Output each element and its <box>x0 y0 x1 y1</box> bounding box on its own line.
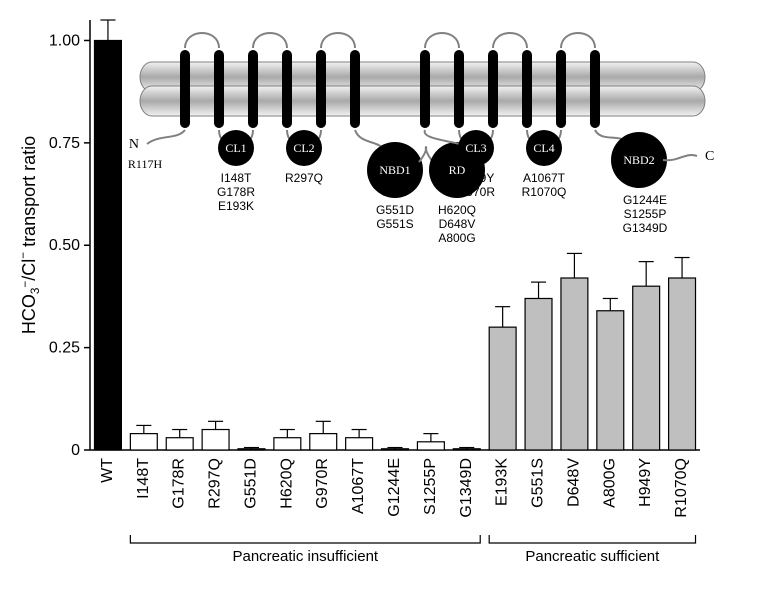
bar-label: H620Q <box>278 458 295 509</box>
mutation-label: R297Q <box>285 171 323 185</box>
y-tick-label: 0 <box>71 442 80 459</box>
tm-helix <box>488 50 498 128</box>
tm-helix <box>420 50 430 128</box>
domain-circle-label: CL1 <box>225 141 246 155</box>
bar <box>633 286 660 450</box>
group-label: Pancreatic sufficient <box>525 548 660 565</box>
bar-label: D648V <box>565 458 582 507</box>
mutation-label: E193K <box>218 199 254 213</box>
bar-label: E193K <box>494 458 511 506</box>
bar <box>310 434 337 450</box>
bar-label: G970R <box>314 458 331 509</box>
domain-circle-label: CL4 <box>533 141 554 155</box>
protein-diagram: N R117H CL1 I148TG178RE193K CL2 R297Q NBD1 G551… <box>128 33 714 245</box>
c-terminus <box>663 155 697 160</box>
y-tick-label: 1.00 <box>49 32 80 49</box>
mutation-label: G551D <box>376 203 414 217</box>
bar-label: I148T <box>135 458 152 499</box>
tm-helix <box>556 50 566 128</box>
mutation-label: G1349D <box>623 221 668 235</box>
mutation-label: H949Y <box>458 171 495 185</box>
mutation-label: I148T <box>221 171 252 185</box>
bar-label: S1255P <box>422 458 439 515</box>
tm-helix <box>214 50 224 128</box>
extracellular-loop <box>321 33 355 48</box>
mutation-label: G1244E <box>623 193 667 207</box>
bar <box>489 327 516 450</box>
tm-helix <box>282 50 292 128</box>
extracellular-loop <box>561 33 595 48</box>
bar-label: G1349D <box>458 458 475 518</box>
mutation-label: H620Q <box>438 203 476 217</box>
bar <box>561 278 588 450</box>
bar-label: H949Y <box>637 458 654 507</box>
tm-helix <box>316 50 326 128</box>
mutation-label: G551S <box>376 217 413 231</box>
mutation-label: R1070Q <box>522 185 567 199</box>
bar-label: G1244E <box>386 458 403 517</box>
group-bracket <box>489 535 695 543</box>
bar <box>382 449 409 450</box>
y-axis-label: HCO3−/Cl− transport ratio <box>17 136 42 334</box>
bar <box>166 438 193 450</box>
tm-helix <box>590 50 600 128</box>
mutation-label: A800G <box>438 231 475 245</box>
domain-circle-label: CL3 <box>465 141 486 155</box>
domain-circle-label: NBD2 <box>623 153 654 167</box>
extracellular-loop <box>425 33 459 48</box>
tm-helix <box>522 50 532 128</box>
tm-helix <box>248 50 258 128</box>
bar-label: G551D <box>242 458 259 509</box>
n-label: N <box>129 137 139 152</box>
tm-helix <box>350 50 360 128</box>
bar <box>417 442 444 450</box>
domain-circle-label: NBD1 <box>379 163 410 177</box>
bar <box>597 311 624 450</box>
tm-helix <box>454 50 464 128</box>
bar-label: G178R <box>171 458 188 509</box>
extracellular-loop <box>493 33 527 48</box>
mutation-label: A1067T <box>523 171 566 185</box>
domain-circle-label: CL2 <box>293 141 314 155</box>
bar <box>130 434 157 450</box>
mutation-label: S1255P <box>624 207 667 221</box>
bar <box>202 430 229 450</box>
extracellular-loop <box>185 33 219 48</box>
bar-label: A1067T <box>350 458 367 514</box>
r117h-label: R117H <box>128 157 163 171</box>
y-tick-label: 0.75 <box>49 135 80 152</box>
tm-helix <box>180 50 190 128</box>
group-label: Pancreatic insufficient <box>232 548 378 565</box>
bar <box>669 278 696 450</box>
bar <box>346 438 373 450</box>
bar <box>94 40 121 450</box>
bar-label: A800G <box>601 458 618 508</box>
linker <box>419 147 433 162</box>
bar <box>274 438 301 450</box>
bar <box>525 298 552 450</box>
bar <box>238 449 265 450</box>
y-tick-label: 0.25 <box>49 340 80 357</box>
mutation-label: G970R <box>457 185 495 199</box>
bar <box>453 449 480 450</box>
mutation-label: G178R <box>217 185 255 199</box>
bar-label: R297Q <box>207 458 224 509</box>
n-terminus <box>147 130 185 144</box>
bar-label: WT <box>99 458 116 483</box>
bar-label: R1070Q <box>673 458 690 518</box>
y-tick-label: 0.50 <box>49 237 80 254</box>
mutation-label: D648V <box>439 217 476 231</box>
c-label: C <box>705 149 714 164</box>
group-bracket <box>130 535 480 543</box>
extracellular-loop <box>253 33 287 48</box>
bar-label: G551S <box>530 458 547 508</box>
